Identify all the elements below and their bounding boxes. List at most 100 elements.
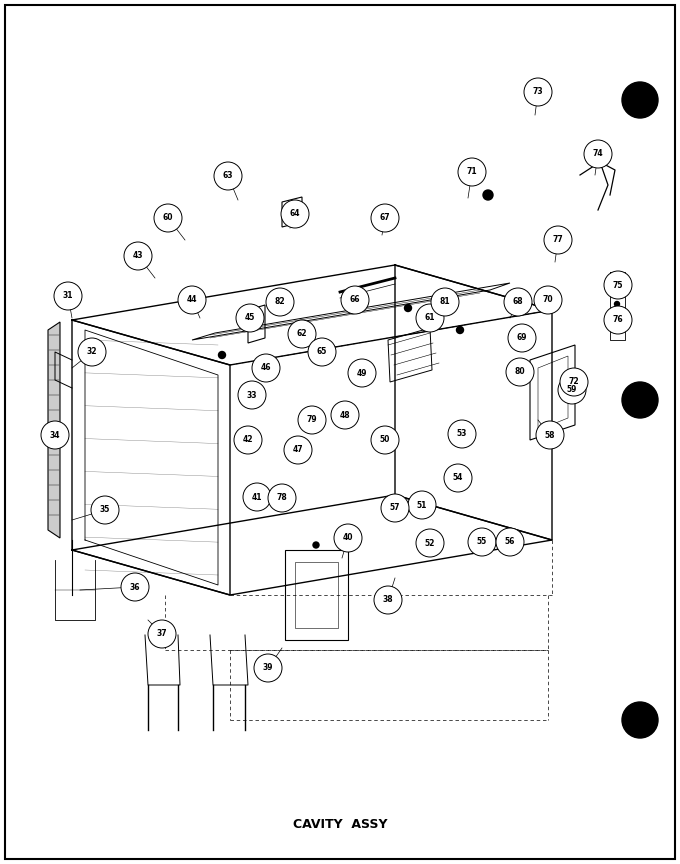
Text: 42: 42 <box>243 435 253 444</box>
Circle shape <box>41 421 69 449</box>
Circle shape <box>334 524 362 552</box>
Text: 54: 54 <box>453 473 463 482</box>
Text: 74: 74 <box>593 149 603 158</box>
Circle shape <box>236 304 264 332</box>
Text: 77: 77 <box>553 236 563 245</box>
Text: 75: 75 <box>613 281 624 289</box>
Circle shape <box>622 702 658 738</box>
Circle shape <box>218 352 226 359</box>
Circle shape <box>371 426 399 454</box>
Text: 61: 61 <box>425 314 435 322</box>
Circle shape <box>544 226 572 254</box>
Circle shape <box>284 436 312 464</box>
Circle shape <box>604 306 632 334</box>
Circle shape <box>124 242 152 270</box>
Circle shape <box>622 82 658 118</box>
Circle shape <box>238 381 266 409</box>
Text: 35: 35 <box>100 505 110 514</box>
Text: 62: 62 <box>296 329 307 339</box>
Circle shape <box>243 483 271 511</box>
Text: 47: 47 <box>292 446 303 454</box>
Text: 63: 63 <box>223 171 233 181</box>
Text: 40: 40 <box>343 533 353 543</box>
Text: 44: 44 <box>187 295 197 304</box>
Circle shape <box>506 358 534 386</box>
Circle shape <box>416 304 444 332</box>
Circle shape <box>604 271 632 299</box>
Circle shape <box>178 286 206 314</box>
Circle shape <box>536 421 564 449</box>
Text: 57: 57 <box>390 504 401 512</box>
Circle shape <box>558 376 586 404</box>
Text: 38: 38 <box>383 595 393 605</box>
Text: 45: 45 <box>245 314 255 322</box>
Circle shape <box>78 338 106 366</box>
Circle shape <box>448 420 476 448</box>
Circle shape <box>341 286 369 314</box>
Circle shape <box>268 484 296 512</box>
Circle shape <box>252 354 280 382</box>
Text: 34: 34 <box>50 430 61 440</box>
Circle shape <box>154 204 182 232</box>
Circle shape <box>331 401 359 429</box>
Text: 41: 41 <box>252 492 262 501</box>
Circle shape <box>298 406 326 434</box>
Circle shape <box>431 288 459 316</box>
Circle shape <box>524 78 552 106</box>
Text: 79: 79 <box>307 416 318 424</box>
Text: 53: 53 <box>457 429 467 439</box>
Text: 31: 31 <box>63 291 73 301</box>
Text: 76: 76 <box>613 315 624 325</box>
Text: 49: 49 <box>357 369 367 378</box>
Circle shape <box>622 382 658 418</box>
Circle shape <box>54 282 82 310</box>
Polygon shape <box>48 322 60 538</box>
Circle shape <box>266 288 294 316</box>
Text: 37: 37 <box>156 630 167 638</box>
Circle shape <box>483 190 493 200</box>
Text: 80: 80 <box>515 367 526 377</box>
Circle shape <box>408 491 436 519</box>
Circle shape <box>456 327 464 334</box>
Text: 60: 60 <box>163 213 173 223</box>
Text: 32: 32 <box>87 347 97 357</box>
Circle shape <box>615 326 619 331</box>
Circle shape <box>308 338 336 366</box>
Circle shape <box>458 158 486 186</box>
Text: 68: 68 <box>513 297 524 307</box>
Text: 65: 65 <box>317 347 327 357</box>
Circle shape <box>584 140 612 168</box>
Circle shape <box>468 528 496 556</box>
Text: 56: 56 <box>505 537 515 547</box>
Circle shape <box>305 336 311 344</box>
Circle shape <box>371 204 399 232</box>
Circle shape <box>121 573 149 601</box>
Circle shape <box>281 200 309 228</box>
Circle shape <box>381 494 409 522</box>
Circle shape <box>560 368 588 396</box>
Circle shape <box>374 586 402 614</box>
Circle shape <box>416 529 444 557</box>
Text: 58: 58 <box>545 430 556 440</box>
Text: 36: 36 <box>130 582 140 592</box>
Text: 33: 33 <box>247 391 257 399</box>
Text: 39: 39 <box>262 664 273 672</box>
Circle shape <box>615 277 619 283</box>
Text: 64: 64 <box>290 209 301 219</box>
Text: 52: 52 <box>425 538 435 548</box>
Circle shape <box>504 288 532 316</box>
Text: 69: 69 <box>517 334 527 342</box>
Circle shape <box>615 314 619 319</box>
Circle shape <box>534 286 562 314</box>
Circle shape <box>313 542 319 548</box>
Text: 81: 81 <box>440 297 450 307</box>
Text: 46: 46 <box>260 364 271 372</box>
Text: 66: 66 <box>350 295 360 304</box>
Circle shape <box>234 426 262 454</box>
Circle shape <box>405 304 411 312</box>
Text: 70: 70 <box>543 295 554 304</box>
Text: 48: 48 <box>340 410 350 420</box>
Text: 67: 67 <box>379 213 390 223</box>
Circle shape <box>214 162 242 190</box>
Text: 51: 51 <box>417 500 427 510</box>
